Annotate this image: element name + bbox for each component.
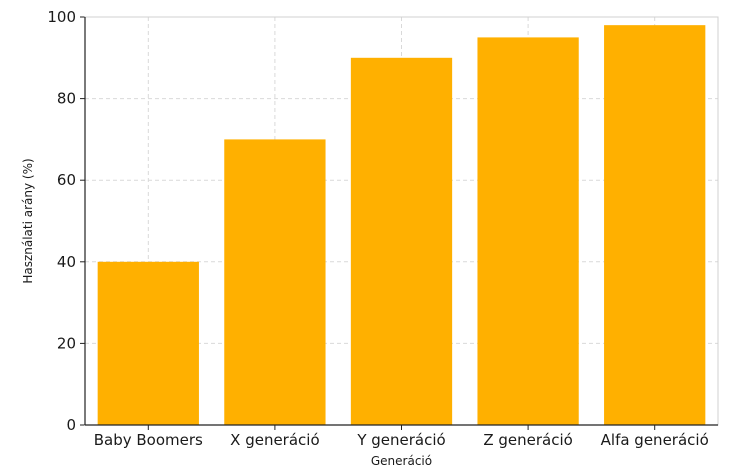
y-tick-label: 80	[57, 90, 76, 108]
bars	[97, 25, 706, 426]
y-tick-label: 40	[57, 253, 76, 271]
x-axis-title: Generáció	[371, 454, 432, 468]
y-axis-title: Használati arány (%)	[21, 158, 35, 283]
x-tick-label: Z generáció	[483, 431, 572, 449]
bar	[604, 25, 706, 425]
x-tick-label: Y generáció	[356, 431, 445, 449]
x-tick-label: X generáció	[230, 431, 319, 449]
y-tick-labels: 0 20 40 60 80 100	[47, 8, 76, 434]
bar	[224, 139, 326, 425]
bar	[477, 37, 579, 426]
bar	[350, 57, 453, 426]
x-tick-labels: Baby Boomers X generáció Y generáció Z gene…	[94, 425, 709, 449]
y-tick-label: 20	[57, 334, 76, 352]
bar	[97, 261, 199, 425]
x-tick-label: Baby Boomers	[94, 431, 203, 449]
y-tick-label: 60	[57, 171, 76, 189]
y-tick-label: 0	[66, 416, 76, 434]
x-tick-label: Alfa generáció	[601, 431, 709, 449]
y-tick-label: 100	[47, 8, 76, 26]
